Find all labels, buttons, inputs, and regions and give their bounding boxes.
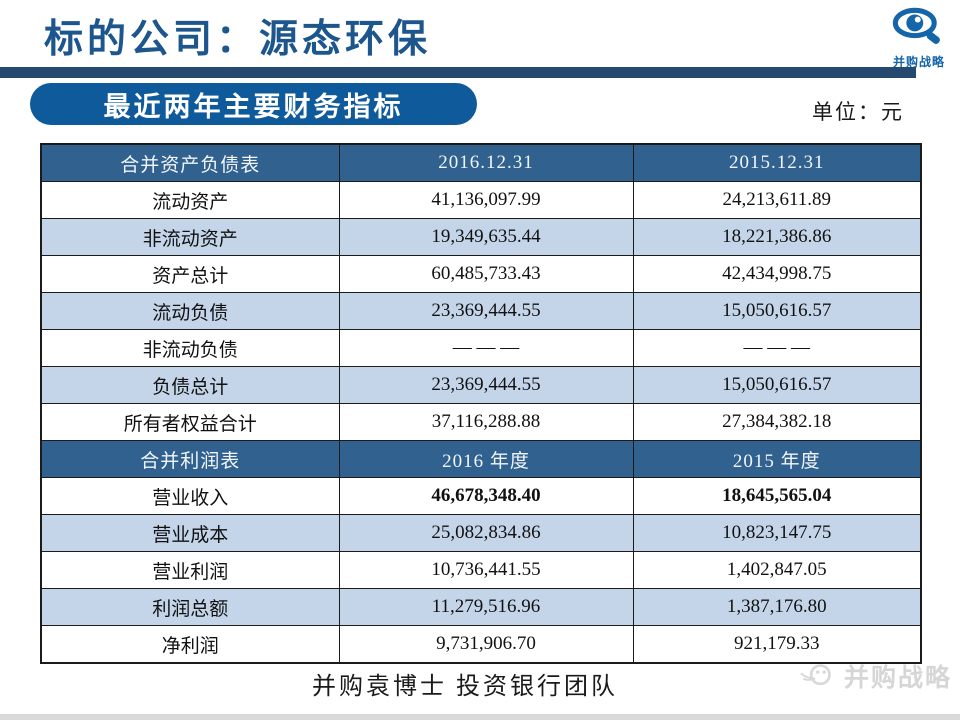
watermark: 并购战略 xyxy=(798,658,952,694)
table-row: 利润总额 11,279,516.96 1,387,176.80 xyxy=(40,588,922,626)
value-2016: 41,136,097.99 xyxy=(338,181,634,219)
col-2015-header: 2015 年度 xyxy=(632,440,922,478)
value-2015: 1,402,847.05 xyxy=(632,551,922,589)
value-2016: 23,369,444.55 xyxy=(338,292,634,330)
row-label: 流动资产 xyxy=(40,181,340,219)
page-title: 标的公司：源态环保 xyxy=(44,18,432,61)
table-row: 负债总计 23,369,444.55 15,050,616.57 xyxy=(40,366,922,404)
table-row: 流动资产 41,136,097.99 24,213,611.89 xyxy=(40,181,922,219)
value-2015: 24,213,611.89 xyxy=(632,181,922,219)
bottom-strip xyxy=(0,714,960,720)
row-label: 营业利润 xyxy=(40,551,340,589)
title-underline-bar xyxy=(0,67,916,78)
section-banner: 最近两年主要财务指标 xyxy=(30,83,477,125)
value-2015: 1,387,176.80 xyxy=(632,588,922,626)
brand-logo: 并购战略 xyxy=(884,6,954,70)
value-2016: 25,082,834.86 xyxy=(338,514,634,552)
value-2015: 42,434,998.75 xyxy=(632,255,922,293)
value-2015: 15,050,616.57 xyxy=(632,366,922,404)
value-2015: 921,179.33 xyxy=(632,625,922,664)
value-2016: 9,731,906.70 xyxy=(338,625,634,664)
footer-credit: 并购袁博士 投资银行团队 xyxy=(312,674,618,700)
eye-magnifier-icon xyxy=(892,7,940,44)
value-2015: 15,050,616.57 xyxy=(632,292,922,330)
value-2016: 10,736,441.55 xyxy=(338,551,634,589)
balance-header-row: 合并资产负债表 2016.12.31 2015.12.31 xyxy=(40,143,922,182)
col-2016-header: 2016 年度 xyxy=(338,440,634,478)
value-2016: 11,279,516.96 xyxy=(338,588,634,626)
watermark-eye-icon xyxy=(800,664,831,686)
row-label: 净利润 xyxy=(40,625,340,664)
financial-table: 合并资产负债表 2016.12.31 2015.12.31 流动资产 41,13… xyxy=(40,143,922,664)
value-2016: — — — xyxy=(338,329,634,367)
value-2016: 23,369,444.55 xyxy=(338,366,634,404)
row-label: 流动负债 xyxy=(40,292,340,330)
row-label: 利润总额 xyxy=(40,588,340,626)
brand-label: 并购战略 xyxy=(892,55,945,69)
table-row: 非流动资产 19,349,635.44 18,221,386.86 xyxy=(40,218,922,256)
table-row: 所有者权益合计 37,116,288.88 27,384,382.18 xyxy=(40,403,922,441)
table-row: 营业收入 46,678,348.40 18,645,565.04 xyxy=(40,477,922,515)
table-row: 非流动负债 — — — — — — xyxy=(40,329,922,367)
value-2016: 37,116,288.88 xyxy=(338,403,634,441)
row-label: 所有者权益合计 xyxy=(40,403,340,441)
row-label: 资产总计 xyxy=(40,255,340,293)
value-2015: 27,384,382.18 xyxy=(632,403,922,441)
col-2016-header: 2016.12.31 xyxy=(338,143,634,182)
table-row: 流动负债 23,369,444.55 15,050,616.57 xyxy=(40,292,922,330)
row-label: 负债总计 xyxy=(40,366,340,404)
value-2015: 18,221,386.86 xyxy=(632,218,922,256)
table-row: 营业利润 10,736,441.55 1,402,847.05 xyxy=(40,551,922,589)
row-label: 非流动负债 xyxy=(40,329,340,367)
section-title-cell: 合并资产负债表 xyxy=(40,143,340,182)
col-2015-header: 2015.12.31 xyxy=(632,143,922,182)
value-2016: 46,678,348.40 xyxy=(338,477,634,515)
table-row: 净利润 9,731,906.70 921,179.33 xyxy=(40,625,922,664)
value-2016: 19,349,635.44 xyxy=(338,218,634,256)
value-2015: — — — xyxy=(632,329,922,367)
table-row: 资产总计 60,485,733.43 42,434,998.75 xyxy=(40,255,922,293)
row-label: 营业成本 xyxy=(40,514,340,552)
unit-label: 单位：元 xyxy=(812,100,904,124)
section-title-cell: 合并利润表 xyxy=(40,440,340,478)
value-2015: 10,823,147.75 xyxy=(632,514,922,552)
row-label: 非流动资产 xyxy=(40,218,340,256)
income-header-row: 合并利润表 2016 年度 2015 年度 xyxy=(40,440,922,478)
table-row: 营业成本 25,082,834.86 10,823,147.75 xyxy=(40,514,922,552)
value-2016: 60,485,733.43 xyxy=(338,255,634,293)
row-label: 营业收入 xyxy=(40,477,340,515)
watermark-label: 并购战略 xyxy=(843,664,952,692)
value-2015: 18,645,565.04 xyxy=(632,477,922,515)
